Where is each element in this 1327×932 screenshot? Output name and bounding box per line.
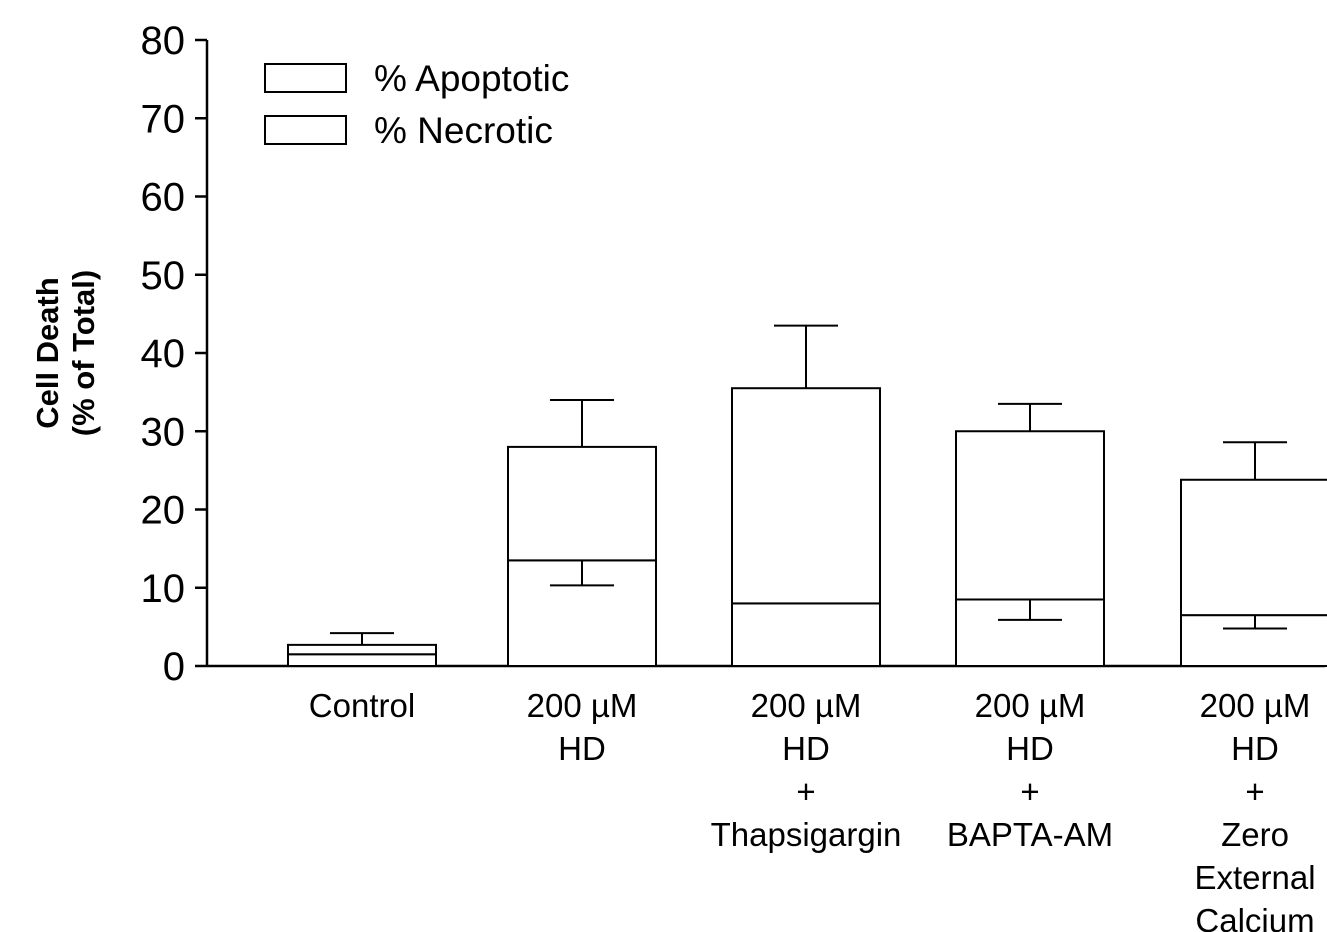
bar-apoptotic	[731, 387, 881, 605]
category-label-line: Thapsigargin	[711, 816, 902, 853]
y-tick-label: 40	[141, 332, 186, 376]
category-label: 200 µM HD	[527, 687, 638, 767]
category-label: 200 µM HD + Zero External Calcium	[1194, 687, 1315, 932]
category-label: 200 µM HD + BAPTA-AM	[947, 687, 1113, 853]
legend-label: % Apoptotic	[374, 58, 569, 99]
y-tick-label: 70	[141, 97, 186, 141]
bar-necrotic	[731, 602, 881, 668]
category-label-line: External	[1194, 859, 1315, 896]
y-axis: 0 10 20 30 40 50 60 70 80	[141, 19, 209, 689]
category-label-line: +	[1245, 773, 1264, 810]
bar-apoptotic	[507, 445, 657, 562]
y-axis-label: Cell Death(% of Total)	[30, 270, 101, 436]
category-label-line: +	[796, 773, 815, 810]
category-label-line: +	[1020, 773, 1039, 810]
category-label-line: 200 µM	[975, 687, 1086, 724]
error-bars	[330, 324, 1287, 645]
y-tick-label: 10	[141, 567, 186, 611]
y-axis-title-line: Cell Death	[30, 277, 65, 429]
category-label: 200 µM HD + Thapsigargin	[711, 687, 902, 853]
legend-label: % Necrotic	[374, 110, 553, 151]
category-label-line: Control	[309, 687, 415, 724]
category-label-line: Calcium	[1195, 902, 1314, 932]
category-label: Control	[309, 687, 415, 724]
bar-apoptotic	[955, 430, 1105, 601]
category-label-line: BAPTA-AM	[947, 816, 1113, 853]
category-label-line: 200 µM	[1200, 687, 1311, 724]
category-label-line: HD	[1006, 730, 1054, 767]
bars	[287, 387, 1327, 668]
y-tick-label: 20	[141, 489, 186, 533]
category-label-line: HD	[782, 730, 830, 767]
category-label-line: 200 µM	[527, 687, 638, 724]
bar-apoptotic	[287, 643, 437, 656]
y-tick-label: 0	[163, 645, 185, 689]
category-label-line: HD	[1231, 730, 1279, 767]
category-label-line: HD	[558, 730, 606, 767]
y-axis-title: Cell Death(% of Total)	[30, 270, 101, 436]
legend-swatch	[264, 115, 347, 145]
y-tick-label: 80	[141, 19, 186, 63]
y-tick-label: 30	[141, 410, 186, 454]
legend-swatch	[264, 63, 347, 93]
bar-necrotic	[287, 653, 437, 668]
y-axis-title-line: (% of Total)	[66, 270, 101, 436]
category-label-line: Zero	[1221, 816, 1289, 853]
y-tick-label: 60	[141, 176, 186, 220]
bar-apoptotic	[1180, 478, 1327, 617]
legend: % Apoptotic % Necrotic	[264, 58, 569, 151]
y-tick-label: 50	[141, 254, 186, 298]
category-label-line: 200 µM	[751, 687, 862, 724]
